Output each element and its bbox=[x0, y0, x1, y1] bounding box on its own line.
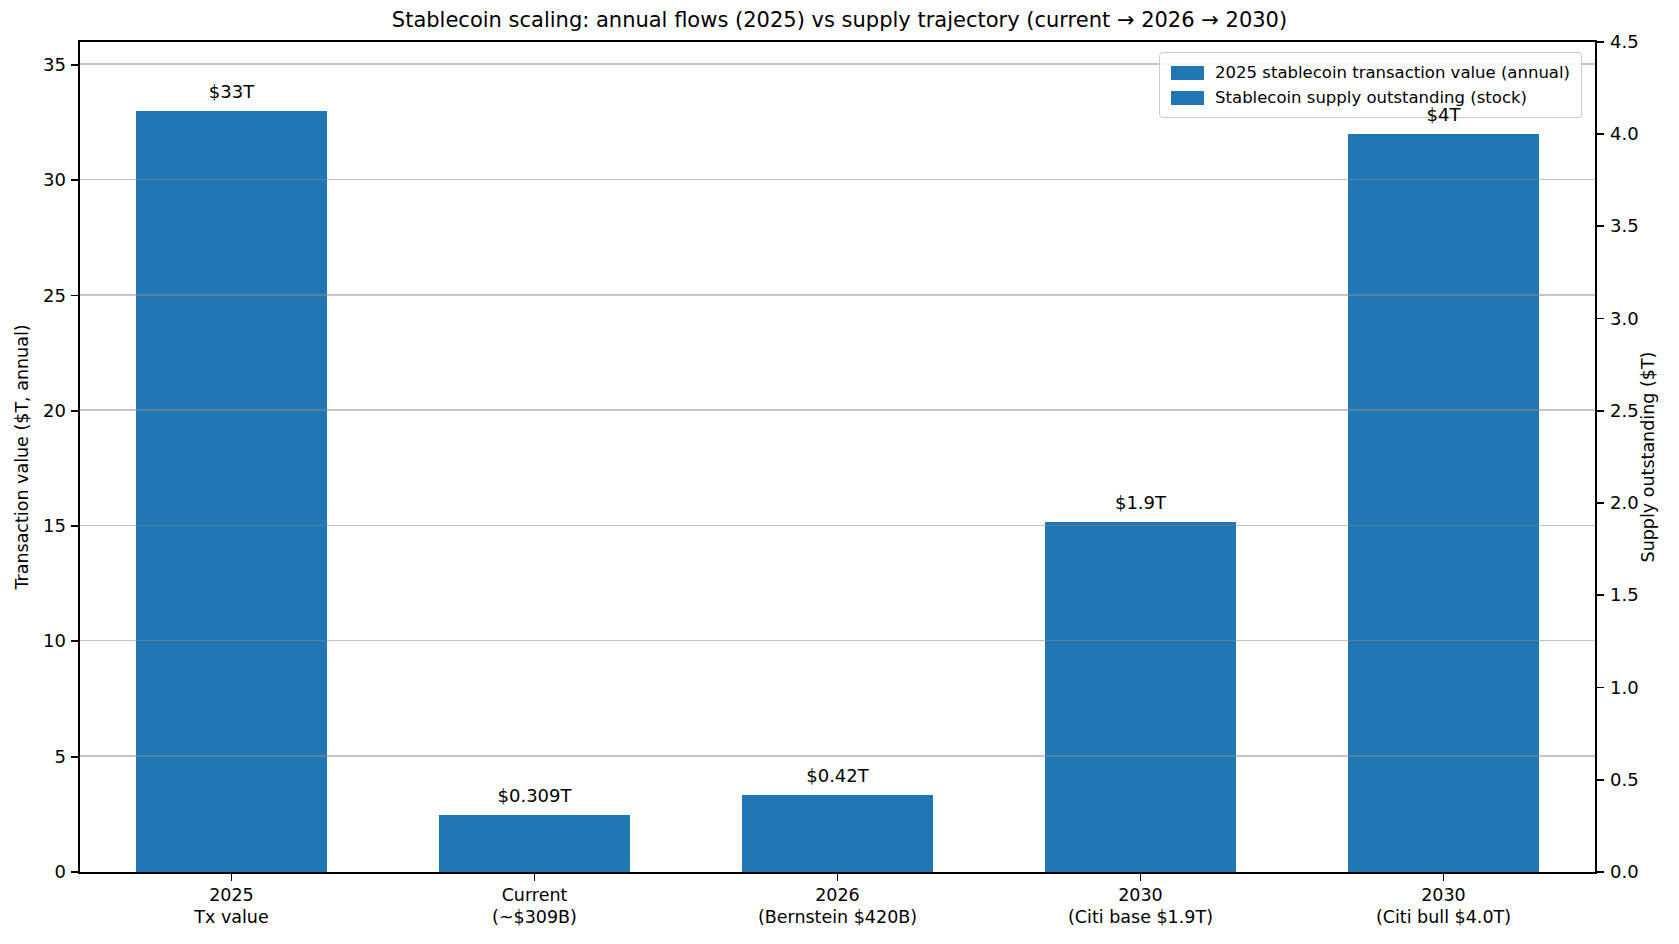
left-tick-label: 5 bbox=[0, 745, 66, 769]
right-tick-mark bbox=[1595, 502, 1604, 504]
x-tick-label: 2030(Citi base $1.9T) bbox=[981, 884, 1301, 928]
left-tick-label: 10 bbox=[0, 629, 66, 653]
x-tick-mark bbox=[231, 872, 233, 881]
left-tick-label: 35 bbox=[0, 53, 66, 77]
x-tick-label-line1: 2025 bbox=[72, 884, 392, 906]
bar-1 bbox=[439, 815, 630, 872]
bar-3 bbox=[1045, 522, 1236, 872]
gridline bbox=[80, 755, 1595, 757]
bar-0 bbox=[136, 111, 327, 872]
legend-row: Stablecoin supply outstanding (stock) bbox=[1171, 85, 1570, 110]
x-tick-label-line2: (Bernstein $420B) bbox=[678, 906, 998, 928]
right-tick-mark bbox=[1595, 41, 1604, 43]
x-tick-label-line1: Current bbox=[375, 884, 695, 906]
gridline bbox=[80, 294, 1595, 296]
plot-area: $33T $0.309T $0.42T $1.9T $4T bbox=[80, 42, 1595, 872]
left-tick-label: 0 bbox=[0, 860, 66, 884]
bar-4 bbox=[1348, 134, 1539, 872]
left-tick-label: 30 bbox=[0, 168, 66, 192]
right-axis-label: Supply outstanding ($T) bbox=[1638, 352, 1658, 563]
gridline bbox=[80, 525, 1595, 527]
right-tick-label: 4.5 bbox=[1610, 30, 1679, 54]
bar-2 bbox=[742, 795, 933, 872]
right-tick-label: 1.0 bbox=[1610, 676, 1679, 700]
right-tick-label: 3.0 bbox=[1610, 307, 1679, 331]
right-tick-mark bbox=[1595, 225, 1604, 227]
bar-value-label: $0.309T bbox=[498, 785, 572, 806]
gridline bbox=[80, 409, 1595, 411]
right-tick-mark bbox=[1595, 410, 1604, 412]
chart-figure: Stablecoin scaling: annual flows (2025) … bbox=[0, 0, 1679, 944]
x-tick-mark bbox=[1443, 872, 1445, 881]
left-axis-label: Transaction value ($T, annual) bbox=[12, 324, 32, 589]
right-tick-label: 0.5 bbox=[1610, 768, 1679, 792]
left-tick-mark bbox=[71, 64, 80, 66]
x-tick-label-line1: 2030 bbox=[1284, 884, 1604, 906]
right-tick-mark bbox=[1595, 133, 1604, 135]
left-tick-mark bbox=[71, 525, 80, 527]
x-tick-label-line1: 2030 bbox=[981, 884, 1301, 906]
x-tick-label: 2030(Citi bull $4.0T) bbox=[1284, 884, 1604, 928]
x-tick-label: Current(~$309B) bbox=[375, 884, 695, 928]
right-tick-label: 0.0 bbox=[1610, 860, 1679, 884]
right-tick-label: 4.0 bbox=[1610, 122, 1679, 146]
left-tick-mark bbox=[71, 871, 80, 873]
left-tick-mark bbox=[71, 756, 80, 758]
legend-row: 2025 stablecoin transaction value (annua… bbox=[1171, 60, 1570, 85]
bar-value-label: $33T bbox=[209, 81, 254, 102]
x-tick-mark bbox=[1140, 872, 1142, 881]
left-tick-label: 25 bbox=[0, 284, 66, 308]
left-tick-mark bbox=[71, 179, 80, 181]
left-tick-mark bbox=[71, 410, 80, 412]
right-tick-mark bbox=[1595, 318, 1604, 320]
right-tick-label: 3.5 bbox=[1610, 214, 1679, 238]
bar-value-label: $4T bbox=[1427, 104, 1461, 125]
right-tick-mark bbox=[1595, 687, 1604, 689]
left-tick-mark bbox=[71, 640, 80, 642]
legend-label: 2025 stablecoin transaction value (annua… bbox=[1215, 63, 1570, 82]
gridline bbox=[80, 179, 1595, 181]
legend: 2025 stablecoin transaction value (annua… bbox=[1159, 52, 1582, 118]
x-tick-label: 2026(Bernstein $420B) bbox=[678, 884, 998, 928]
x-tick-label-line2: (~$309B) bbox=[375, 906, 695, 928]
x-tick-label-line2: (Citi bull $4.0T) bbox=[1284, 906, 1604, 928]
x-tick-mark bbox=[837, 872, 839, 881]
x-tick-label: 2025Tx value bbox=[72, 884, 392, 928]
left-tick-label: 20 bbox=[0, 399, 66, 423]
legend-swatch-icon bbox=[1171, 91, 1204, 105]
x-tick-label-line2: Tx value bbox=[72, 906, 392, 928]
bar-value-label: $0.42T bbox=[806, 765, 869, 786]
x-tick-label-line2: (Citi base $1.9T) bbox=[981, 906, 1301, 928]
chart-title: Stablecoin scaling: annual flows (2025) … bbox=[0, 8, 1679, 32]
x-tick-label-line1: 2026 bbox=[678, 884, 998, 906]
left-tick-mark bbox=[71, 295, 80, 297]
gridline bbox=[80, 640, 1595, 642]
right-tick-mark bbox=[1595, 594, 1604, 596]
legend-label: Stablecoin supply outstanding (stock) bbox=[1215, 88, 1527, 107]
right-tick-mark bbox=[1595, 779, 1604, 781]
right-tick-mark bbox=[1595, 871, 1604, 873]
bar-value-label: $1.9T bbox=[1115, 492, 1166, 513]
right-tick-label: 1.5 bbox=[1610, 583, 1679, 607]
x-tick-mark bbox=[534, 872, 536, 881]
left-tick-label: 15 bbox=[0, 514, 66, 538]
legend-swatch-icon bbox=[1171, 66, 1204, 80]
